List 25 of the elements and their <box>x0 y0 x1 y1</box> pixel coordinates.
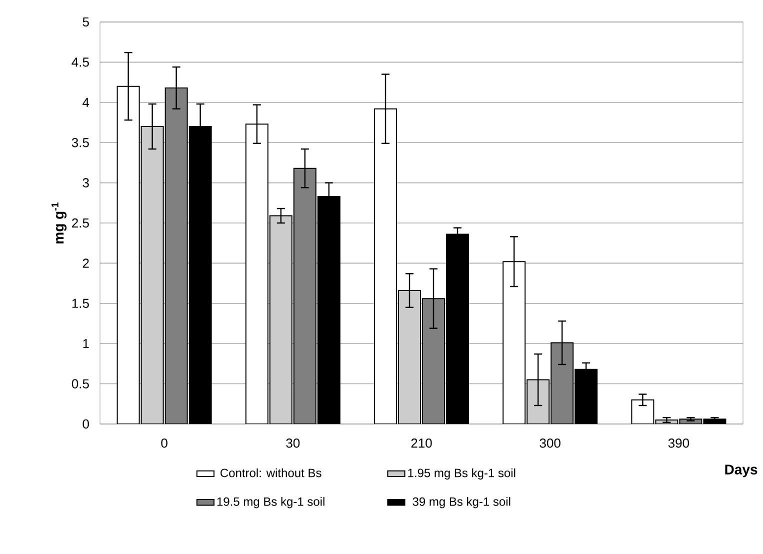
y-tick-label: 2 <box>82 258 89 268</box>
y-tick-label: 4.5 <box>72 58 89 67</box>
y-tick-label: 0.5 <box>72 379 89 388</box>
y-axis-title: mg g$^{-1}$ <box>52 202 67 244</box>
y-tick-label: 5 <box>82 17 89 27</box>
y-tick-label: 3 <box>82 178 89 188</box>
legend-label: Control: without Bs <box>220 468 322 478</box>
bar <box>398 290 421 424</box>
y-tick-label: 1.5 <box>72 298 89 308</box>
x-tick-label: 210 <box>411 438 432 448</box>
y-tick-label: 4 <box>82 98 90 107</box>
y-tick-label: 1 <box>83 339 89 348</box>
x-tick-label: 0 <box>161 438 168 448</box>
x-tick-label: 300 <box>540 438 560 448</box>
legend-label: 39 mg Bs kg-1 soil <box>412 497 510 508</box>
legend-label: 19.5 mg Bs kg-1 soil <box>217 497 324 508</box>
x-axis-title: Days <box>725 464 758 478</box>
legend-label: 1.95 mg Bs kg-1 soil <box>408 468 516 480</box>
y-tick-label: 2.5 <box>72 218 89 228</box>
bar <box>269 215 292 424</box>
x-tick-label: 30 <box>286 438 300 448</box>
y-tick-label: 0 <box>82 419 89 429</box>
x-tick-label: 390 <box>668 438 690 448</box>
y-tick-label: 3.5 <box>72 138 89 148</box>
bar <box>140 126 164 424</box>
